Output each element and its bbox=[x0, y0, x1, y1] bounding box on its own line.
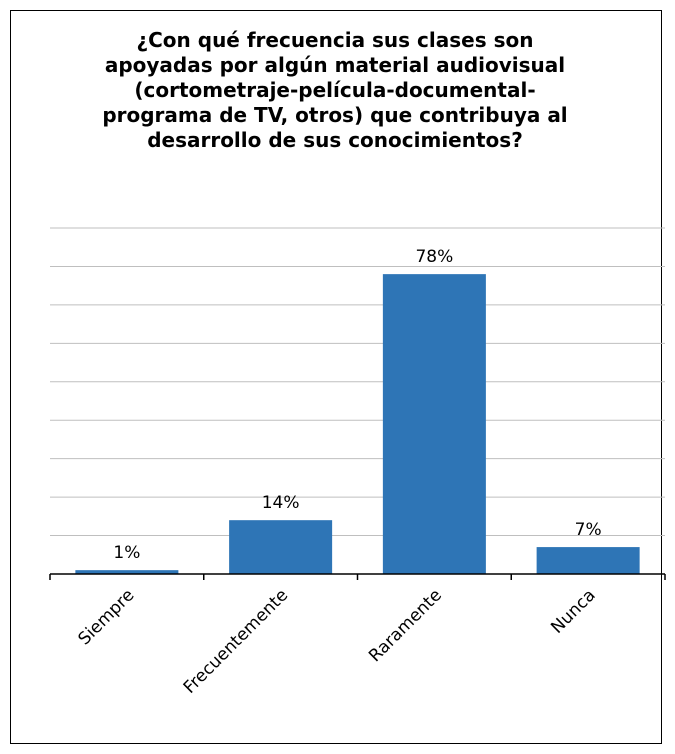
bar-nunca bbox=[536, 547, 640, 574]
bar-frecuentemente bbox=[229, 520, 333, 574]
x-tick-label: Frecuentemente bbox=[180, 585, 292, 697]
gridlines bbox=[50, 227, 665, 537]
labels: 1% 14% 78% 7% Siempre Frecuentemente Raramente… bbox=[74, 247, 601, 698]
bars bbox=[75, 274, 640, 574]
data-label: 1% bbox=[113, 543, 140, 563]
x-tick-label: Raramente bbox=[365, 585, 446, 666]
bar-raramente bbox=[382, 274, 486, 574]
chart-frame bbox=[10, 10, 662, 744]
x-tick-label: Siempre bbox=[74, 585, 138, 649]
bar-siempre bbox=[75, 570, 179, 574]
chart-title: ¿Con qué frecuencia sus clases son apoya… bbox=[102, 28, 568, 152]
x-axis bbox=[49, 573, 666, 580]
data-label: 7% bbox=[575, 520, 602, 540]
data-label: 78% bbox=[415, 247, 453, 267]
data-label: 14% bbox=[262, 493, 300, 513]
x-tick-label: Nunca bbox=[547, 585, 599, 637]
